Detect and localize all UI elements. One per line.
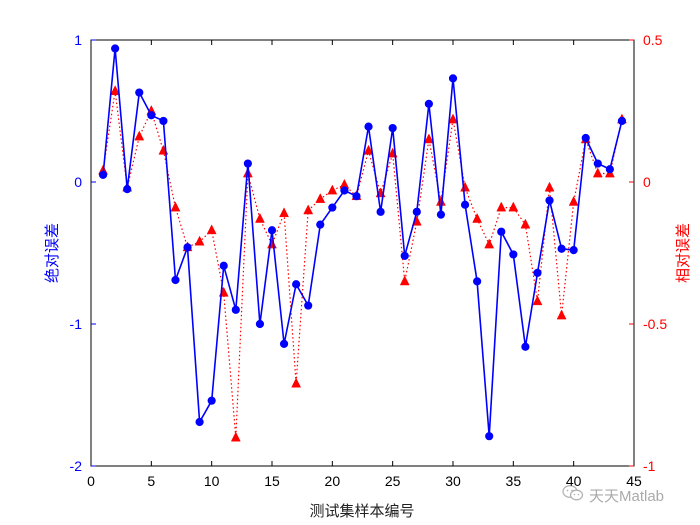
- relative-error-point: [556, 309, 567, 320]
- absolute-error-point: [183, 243, 192, 252]
- relative-error-point: [448, 113, 458, 124]
- x-tick-label: 25: [385, 473, 401, 489]
- x-tick-label: 0: [87, 473, 95, 489]
- left-y-tick-label: 0: [74, 174, 82, 190]
- absolute-error-point: [316, 220, 325, 229]
- absolute-error-point: [509, 250, 518, 259]
- absolute-error-point: [376, 207, 385, 216]
- absolute-error-point: [219, 261, 228, 270]
- absolute-error-point: [171, 275, 180, 285]
- right-y-tick-label: 0: [643, 174, 651, 190]
- absolute-error-point: [243, 159, 252, 168]
- absolute-error-point: [123, 185, 132, 194]
- watermark: 天天Matlab: [562, 484, 664, 506]
- x-tick-label: 40: [566, 473, 582, 489]
- x-axis-title: 测试集样本编号: [309, 502, 414, 520]
- x-tick-label: 45: [626, 473, 642, 489]
- relative-error-point: [592, 167, 603, 178]
- relative-error-point: [363, 144, 374, 155]
- absolute-error-point: [147, 111, 156, 120]
- x-tick-label: 5: [147, 473, 155, 489]
- relative-error-point: [472, 212, 483, 223]
- absolute-error-point: [304, 301, 313, 310]
- absolute-error-point: [521, 342, 530, 351]
- relative-error-point: [194, 235, 205, 246]
- absolute-error-point: [581, 133, 590, 143]
- absolute-error-point: [364, 122, 373, 131]
- right-y-tick-label: 0.5: [643, 32, 663, 48]
- absolute-error-point: [436, 210, 446, 219]
- absolute-error-point: [352, 192, 361, 201]
- absolute-error-line: [102, 48, 623, 437]
- absolute-error-point: [400, 251, 409, 260]
- absolute-error-point: [605, 165, 614, 174]
- relative-error-point: [544, 181, 555, 192]
- absolute-error-point: [255, 319, 265, 329]
- absolute-error-point: [448, 74, 458, 83]
- relative-error-point: [110, 85, 121, 95]
- left-y-axis-title: 绝对误差: [43, 223, 61, 283]
- absolute-error-point: [231, 305, 240, 314]
- ticks-layer: 0 5 10 15 20 25 30 35 40 45 -2 -1 0 1 -1 -0.5 0 0.5: [70, 32, 668, 489]
- relative-error-point: [134, 130, 145, 141]
- absolute-error-point: [388, 123, 397, 133]
- x-tick-label: 35: [506, 473, 522, 489]
- left-y-tick-label: -1: [70, 316, 83, 332]
- absolute-error-point: [159, 116, 168, 126]
- x-tick-label: 30: [445, 473, 461, 489]
- relative-error-point: [170, 201, 181, 212]
- x-tick-label: 15: [264, 473, 280, 489]
- absolute-error-point: [497, 227, 506, 236]
- plot-area-frame: [90, 39, 635, 467]
- relative-error-point: [303, 204, 314, 215]
- absolute-error-point: [533, 268, 542, 277]
- relative-error-point: [508, 201, 519, 212]
- relative-error-point: [255, 212, 265, 223]
- series-layer: [98, 44, 627, 442]
- relative-error-point: [206, 224, 217, 235]
- absolute-error-point: [485, 432, 494, 441]
- watermark-text: 天天Matlab: [589, 487, 665, 505]
- absolute-error-point: [292, 280, 301, 289]
- relative-error-point: [423, 133, 434, 144]
- absolute-error-point: [340, 186, 349, 195]
- left-y-tick-label: -2: [70, 458, 83, 474]
- absolute-error-point: [98, 170, 108, 179]
- absolute-error-point: [557, 244, 566, 253]
- x-tick-label: 20: [325, 473, 341, 489]
- absolute-error-point: [473, 277, 482, 286]
- x-tick-label: 10: [204, 473, 220, 489]
- absolute-error-point: [569, 246, 578, 255]
- relative-error-point: [532, 295, 543, 306]
- relative-error-point: [279, 207, 289, 218]
- absolute-error-point: [424, 99, 433, 109]
- absolute-error-point: [545, 196, 554, 205]
- relative-error-point: [568, 195, 579, 206]
- relative-error-point: [520, 218, 531, 229]
- relative-error-point: [399, 275, 410, 286]
- absolute-error-point: [328, 203, 337, 212]
- absolute-error-point: [279, 339, 289, 348]
- absolute-error-point: [617, 116, 627, 126]
- absolute-error-point: [207, 396, 216, 405]
- relative-error-point: [291, 377, 302, 388]
- right-y-axis-title: 相对误差: [674, 223, 692, 283]
- relative-error-point: [496, 201, 507, 212]
- absolute-error-point: [460, 200, 470, 209]
- absolute-error-point: [111, 44, 120, 53]
- relative-error-point: [327, 184, 338, 195]
- absolute-error-point: [412, 207, 421, 216]
- left-y-tick-label: 1: [74, 32, 82, 48]
- absolute-error-point: [593, 159, 602, 168]
- right-y-tick-label: -1: [643, 458, 656, 474]
- relative-error-point: [484, 238, 495, 249]
- wechat-icon: [562, 484, 584, 506]
- absolute-error-point: [135, 88, 144, 97]
- absolute-error-point: [195, 417, 204, 427]
- relative-error-point: [230, 431, 241, 442]
- right-y-tick-label: -0.5: [643, 316, 667, 332]
- absolute-error-point: [267, 226, 277, 235]
- relative-error-point: [315, 193, 326, 203]
